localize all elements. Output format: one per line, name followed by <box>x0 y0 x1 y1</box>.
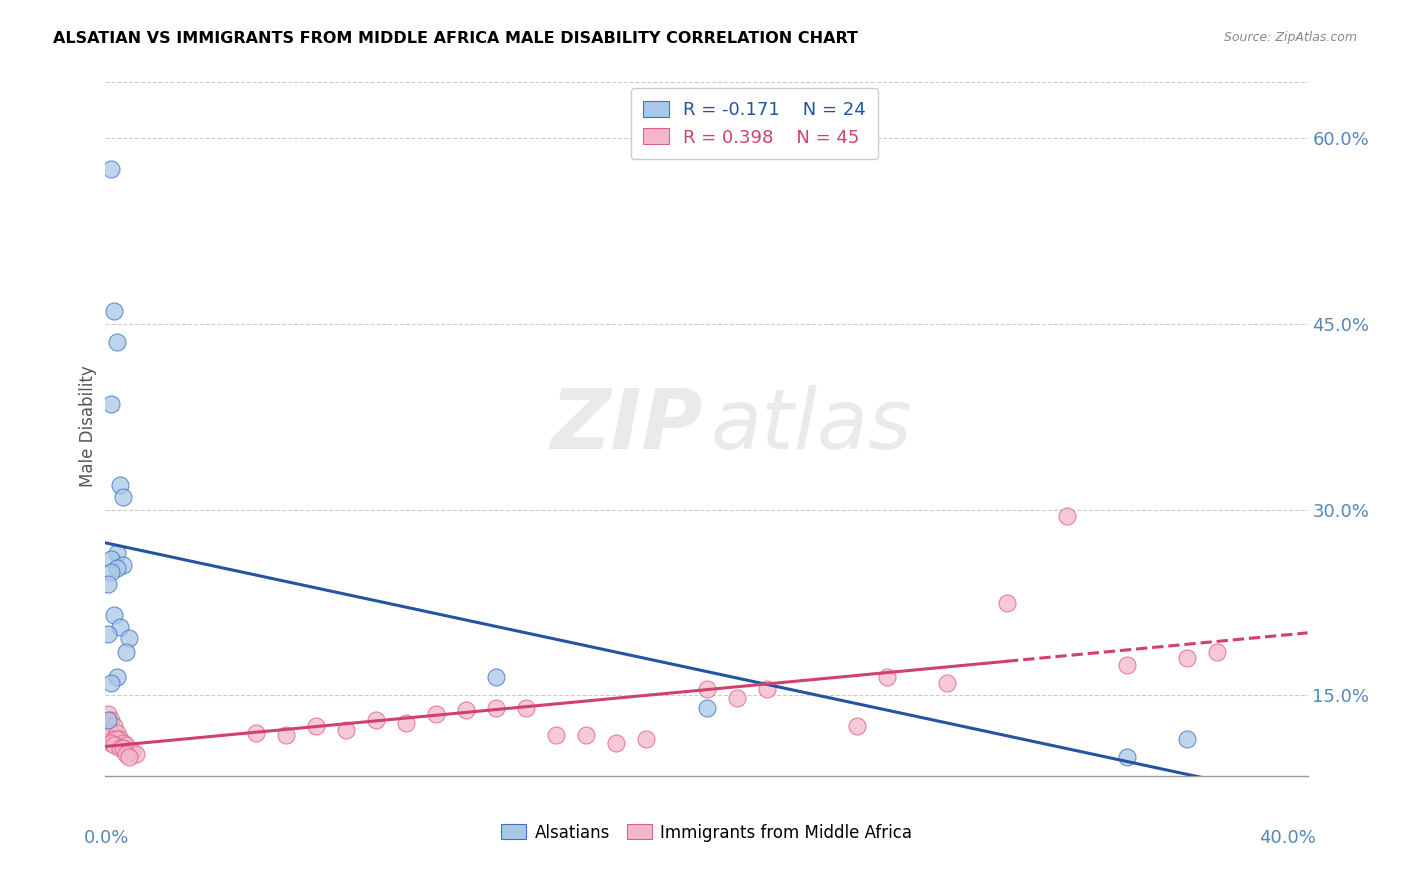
Point <box>118 750 141 764</box>
Point <box>605 735 627 749</box>
Point <box>100 397 122 411</box>
Point <box>103 738 125 752</box>
Point <box>425 707 447 722</box>
Point <box>100 713 122 727</box>
Point <box>1116 657 1139 672</box>
Point <box>575 728 598 742</box>
Point <box>245 725 267 739</box>
Point <box>107 561 129 575</box>
Point <box>97 626 120 640</box>
Point <box>112 735 135 749</box>
Point <box>456 703 478 717</box>
Point <box>115 747 138 761</box>
Point <box>107 725 129 739</box>
Point <box>995 595 1018 609</box>
Point <box>100 565 122 579</box>
Point <box>115 738 138 752</box>
Point <box>485 670 508 684</box>
Text: 0.0%: 0.0% <box>84 829 129 847</box>
Point <box>1177 731 1199 746</box>
Point <box>485 701 508 715</box>
Point <box>103 304 125 318</box>
Point <box>121 744 143 758</box>
Point <box>395 715 418 730</box>
Point <box>335 723 357 738</box>
Point <box>112 740 135 755</box>
Point <box>1116 750 1139 764</box>
Point <box>97 719 120 733</box>
Point <box>100 161 122 176</box>
Text: Source: ZipAtlas.com: Source: ZipAtlas.com <box>1223 31 1357 45</box>
Point <box>103 731 125 746</box>
Point <box>696 701 718 715</box>
Point <box>97 577 120 591</box>
Text: ZIP: ZIP <box>550 385 703 467</box>
Point <box>755 682 778 697</box>
Point <box>1206 645 1229 659</box>
Point <box>112 490 135 504</box>
Point <box>110 740 132 755</box>
Legend: Alsatians, Immigrants from Middle Africa: Alsatians, Immigrants from Middle Africa <box>495 817 918 848</box>
Text: ALSATIAN VS IMMIGRANTS FROM MIDDLE AFRICA MALE DISABILITY CORRELATION CHART: ALSATIAN VS IMMIGRANTS FROM MIDDLE AFRIC… <box>53 31 859 46</box>
Point <box>107 670 129 684</box>
Point <box>112 558 135 573</box>
Point <box>1177 651 1199 665</box>
Point <box>97 713 120 727</box>
Y-axis label: Male Disability: Male Disability <box>79 365 97 487</box>
Point <box>110 731 132 746</box>
Point <box>100 676 122 690</box>
Point <box>274 728 297 742</box>
Point <box>1056 508 1078 523</box>
Point <box>124 747 146 761</box>
Point <box>546 728 568 742</box>
Point <box>110 477 132 491</box>
Point <box>696 682 718 697</box>
Point <box>97 707 120 722</box>
Point <box>110 620 132 634</box>
Point <box>936 676 959 690</box>
Point <box>103 607 125 622</box>
Point <box>636 731 658 746</box>
Point <box>107 335 129 350</box>
Point <box>515 701 537 715</box>
Point <box>118 632 141 646</box>
Text: atlas: atlas <box>710 385 911 467</box>
Point <box>100 735 122 749</box>
Text: 40.0%: 40.0% <box>1260 829 1316 847</box>
Point <box>118 744 141 758</box>
Point <box>107 731 129 746</box>
Point <box>845 719 868 733</box>
Point <box>107 546 129 560</box>
Point <box>305 719 328 733</box>
Point <box>103 719 125 733</box>
Point <box>364 713 387 727</box>
Point <box>100 725 122 739</box>
Point <box>725 690 748 705</box>
Point <box>100 552 122 566</box>
Point <box>876 670 898 684</box>
Point <box>115 645 138 659</box>
